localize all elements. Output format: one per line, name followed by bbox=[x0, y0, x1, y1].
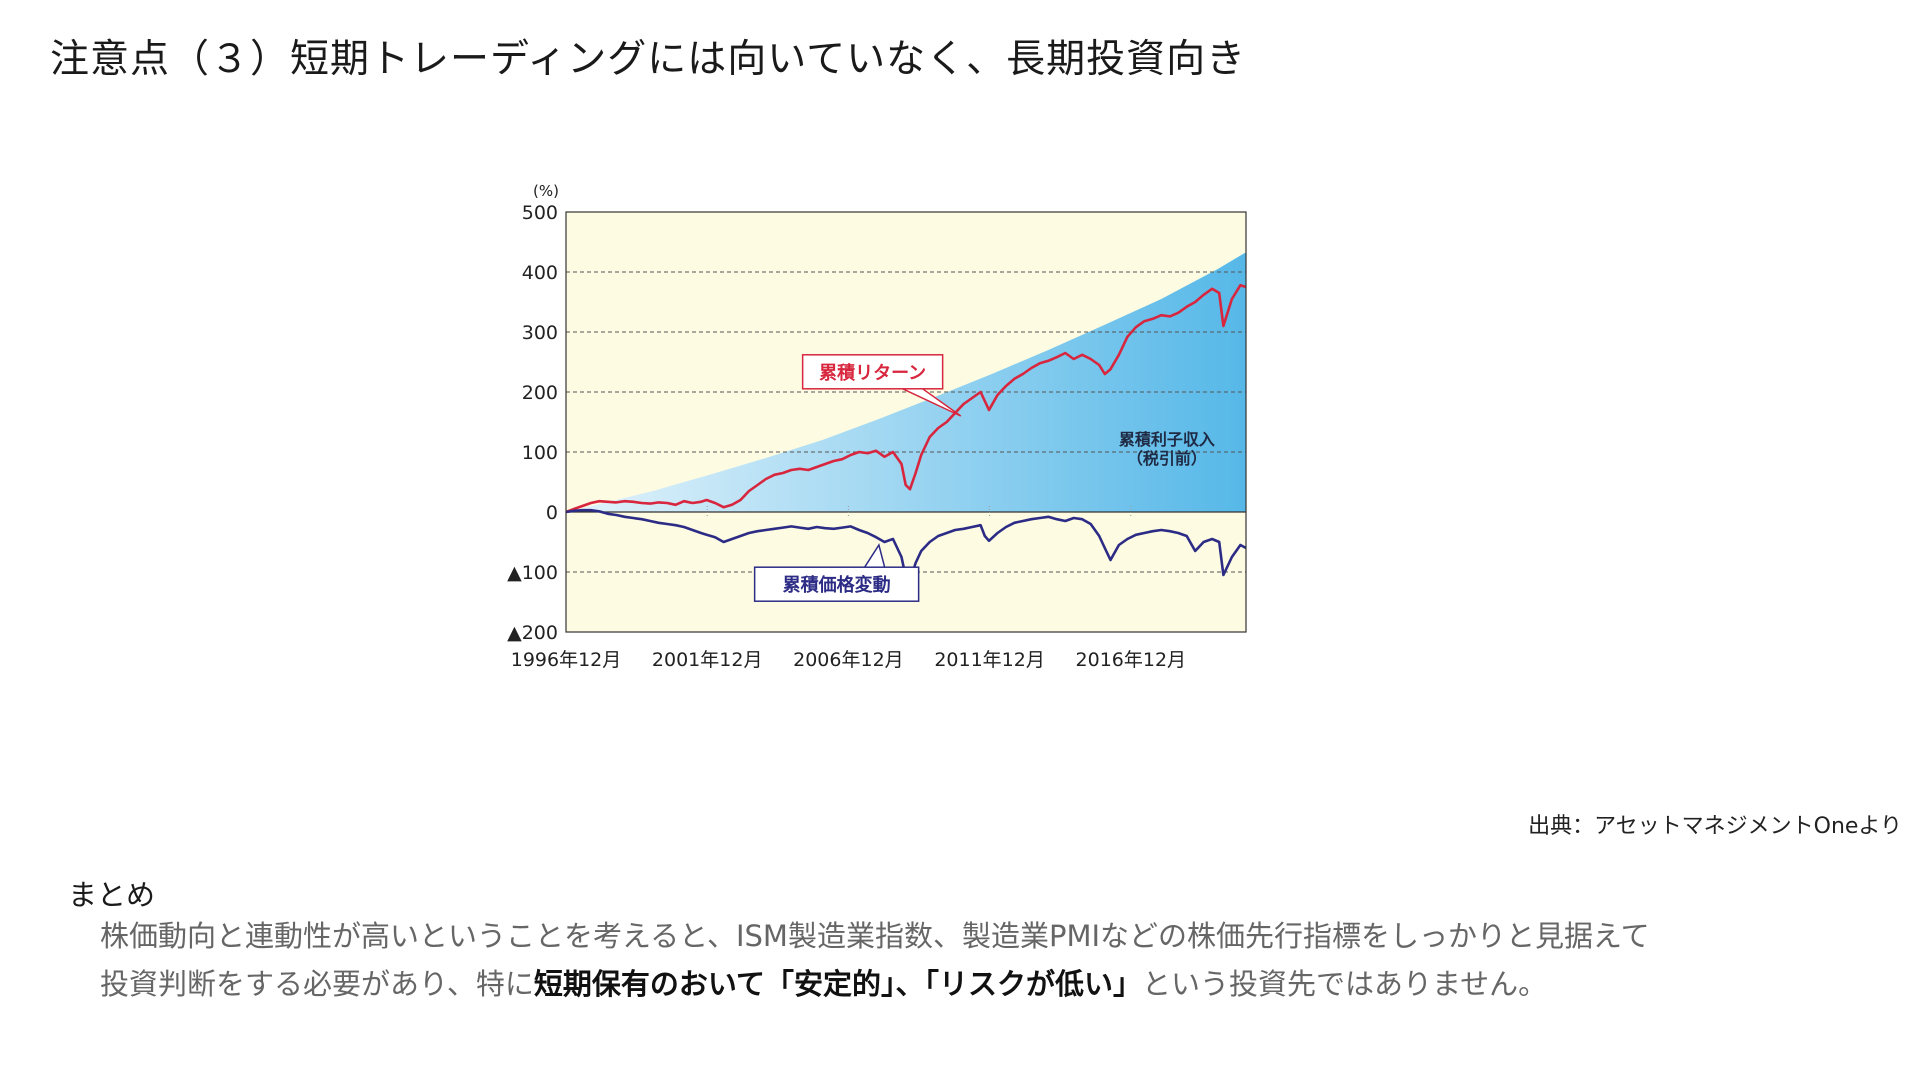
x-tick-label: 1996年12月 bbox=[511, 649, 622, 671]
y-tick-label: ▲100 bbox=[507, 562, 558, 584]
y-tick-label: 100 bbox=[522, 442, 558, 464]
cumulative-price-callout-box bbox=[753, 566, 920, 602]
x-tick-label: 2016年12月 bbox=[1076, 649, 1187, 671]
summary-line-2: 投資判断をする必要があり、特に短期保有のおいて「安定的」、「リスクが低い」という… bbox=[100, 960, 1860, 1008]
y-tick-label: 300 bbox=[522, 322, 558, 344]
summary-line-2-prefix: 投資判断をする必要があり、特に bbox=[100, 967, 534, 1001]
source-note: 出典：アセットマネジメントOneより bbox=[1528, 814, 1902, 839]
y-tick-label: 500 bbox=[522, 202, 558, 224]
summary-line-1: 株価動向と連動性が高いということを考えると、ISM製造業指数、製造業PMIなどの… bbox=[100, 919, 1650, 953]
chart-container: 500 400 300 200 100 0 ▲100 ▲200 (%) 1996年12月 2001年… bbox=[488, 168, 1418, 788]
summary-body: 株価動向と連動性が高いということを考えると、ISM製造業指数、製造業PMIなどの… bbox=[100, 912, 1860, 1008]
y-unit-label: (%) bbox=[533, 182, 559, 200]
cumulative-return-callout-box bbox=[801, 354, 944, 390]
cumulative-price-callout-pointer bbox=[864, 543, 886, 568]
y-tick-label: 400 bbox=[522, 262, 558, 284]
summary-line-2-emphasis: 短期保有のおいて「安定的」、「リスクが低い」 bbox=[533, 967, 1142, 1001]
interest-income-area bbox=[566, 252, 1246, 512]
y-tick-label: 200 bbox=[522, 382, 558, 404]
cumulative-return-callout-pointer bbox=[902, 388, 962, 417]
y-tick-label: 0 bbox=[546, 502, 558, 524]
summary-line-2-suffix: という投資先ではありません。 bbox=[1141, 967, 1548, 1001]
cumulative-return-line bbox=[565, 283, 1247, 514]
summary-heading: まとめ bbox=[68, 878, 156, 912]
x-tick-label: 2006年12月 bbox=[793, 649, 904, 671]
cumulative-price-callout-label: 累積価格変動 bbox=[783, 574, 891, 596]
y-tick-label: ▲200 bbox=[507, 622, 558, 644]
interest-income-label-sub: （税引前） bbox=[1127, 449, 1207, 468]
cumulative-return-callout-label: 累積リターン bbox=[819, 362, 926, 384]
plot-frame bbox=[565, 211, 1247, 633]
cumulative-return-chart: 500 400 300 200 100 0 ▲100 ▲200 (%) 1996年12月 2001年… bbox=[507, 182, 1247, 671]
x-tick-label: 2001年12月 bbox=[652, 649, 763, 671]
interest-income-label: 累積利子収入 bbox=[1119, 430, 1215, 449]
page-title: 注意点（３）短期トレーディングには向いていなく、長期投資向き bbox=[50, 37, 1247, 82]
x-tick-label: 2011年12月 bbox=[934, 649, 1045, 671]
